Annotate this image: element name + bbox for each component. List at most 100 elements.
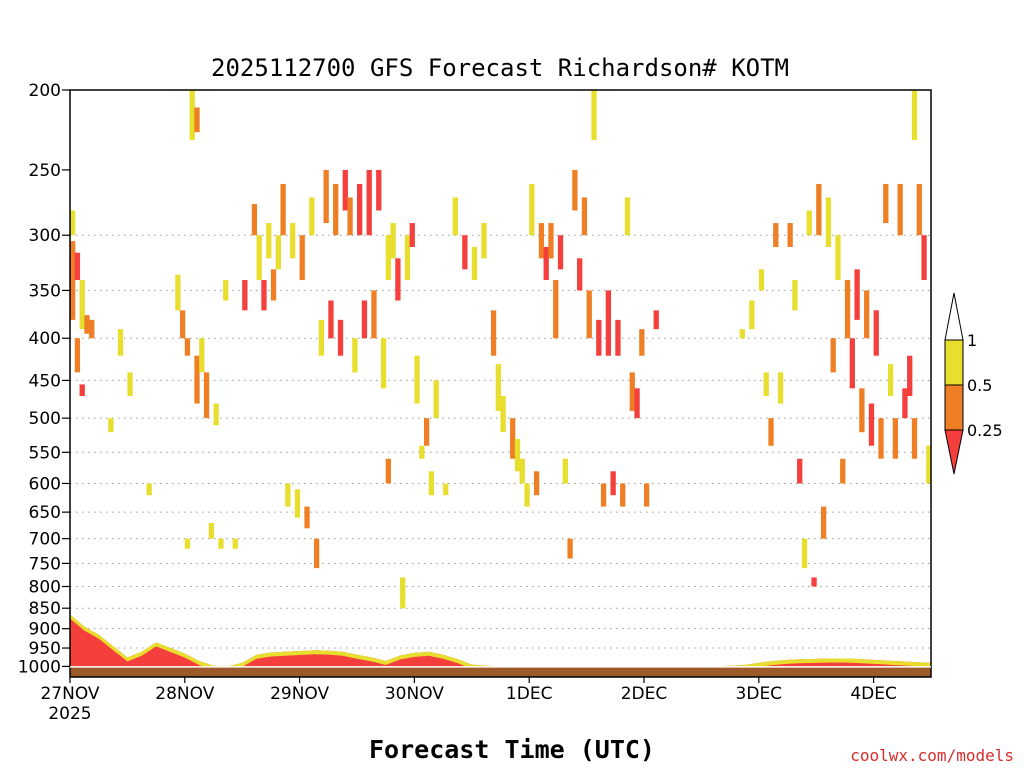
colorbar-legend: 1 0.5 0.25 [944, 292, 1003, 475]
ri-cell [433, 380, 439, 419]
ri-cell [74, 338, 81, 373]
y-tick-label: 700 [29, 530, 61, 550]
ri-cell [600, 483, 607, 507]
ri-cell [572, 169, 578, 211]
ri-cell [74, 252, 81, 281]
ri-cell [342, 169, 348, 211]
ri-cell [180, 310, 186, 339]
ri-cell [89, 319, 95, 339]
ri-cell [768, 418, 774, 446]
ri-cell [591, 90, 597, 141]
y-tick-label: 450 [29, 371, 61, 391]
colorbar-segment [944, 384, 964, 431]
ri-cell [385, 235, 391, 281]
ri-cell [820, 506, 827, 539]
ri-cell [581, 197, 588, 236]
ri-cell [347, 197, 353, 236]
ri-cell [921, 235, 927, 281]
ri-cell [266, 223, 272, 259]
ri-cell [883, 183, 889, 224]
ri-cell [380, 338, 387, 389]
ri-cell [620, 483, 626, 507]
ri-cell [376, 169, 382, 211]
ri-cell [519, 458, 525, 484]
y-tick-label: 750 [29, 554, 61, 574]
colorbar-top-arrow [944, 292, 964, 341]
ri-cell [538, 223, 545, 259]
ri-cell [892, 418, 899, 459]
ri-cell [371, 290, 377, 339]
ri-cell [223, 280, 229, 301]
ri-cell [514, 439, 521, 472]
y-tick-label: 400 [29, 329, 61, 349]
ground-surface [70, 666, 931, 677]
ri-cell [902, 388, 908, 419]
ri-cell [629, 372, 635, 411]
ri-cell [337, 319, 344, 356]
ri-cell [184, 538, 191, 549]
ri-cell [859, 388, 865, 433]
ri-cell [840, 458, 846, 484]
y-tick-label: 500 [29, 409, 61, 429]
ri-cell [907, 355, 913, 397]
ri-cell [423, 418, 430, 446]
y-axis: 200 250 300 350 400 450 500 550 600 650 700 750 8008… [18, 81, 70, 677]
ri-cell [462, 235, 468, 270]
ri-cell [644, 483, 650, 507]
y-tick-label: 600 [29, 474, 61, 494]
x-tick-sublabel: 2025 [48, 704, 91, 724]
ri-cell [926, 445, 932, 484]
ri-cell [108, 418, 114, 433]
ri-cell [471, 246, 478, 281]
ri-cell [357, 183, 363, 236]
plot-area [69, 89, 932, 678]
y-tick-label: 550 [29, 443, 61, 463]
ri-cell [70, 241, 76, 320]
ri-cell [873, 310, 879, 356]
ri-cell [285, 483, 291, 507]
ri-cell [605, 290, 612, 356]
ri-cell [395, 258, 401, 301]
ri-cell [562, 458, 568, 484]
ri-cell [868, 403, 875, 446]
ri-cell [763, 372, 769, 397]
y-tick-label: 350 [29, 281, 61, 301]
ri-cell [610, 471, 616, 496]
ri-cell [127, 372, 133, 397]
ri-cell [596, 319, 602, 356]
ri-cell [79, 280, 85, 330]
ri-cell [318, 319, 325, 356]
ri-cell [543, 246, 549, 281]
ri-cell [864, 290, 870, 339]
ri-cell [452, 197, 458, 236]
ri-cell [792, 280, 798, 311]
ri-cell [194, 107, 200, 133]
ri-cell [830, 338, 836, 373]
ri-cell [256, 235, 262, 281]
ri-cell [911, 418, 918, 459]
x-tick-label: 27NOV [40, 684, 99, 704]
ri-cell [400, 577, 406, 609]
ri-cell [299, 235, 305, 281]
ri-cell [414, 355, 420, 404]
ri-cell [79, 384, 85, 397]
ri-cell [533, 471, 540, 496]
ri-cell [624, 197, 631, 236]
ri-cell [773, 223, 779, 247]
ri-cell [849, 338, 855, 389]
ri-cell [275, 235, 281, 270]
ri-cell [916, 183, 922, 236]
ri-cell [419, 445, 425, 459]
ri-cell [328, 300, 334, 339]
colorbar-segment [944, 339, 964, 386]
ri-cell [878, 418, 884, 459]
ri-cell [208, 522, 214, 539]
ri-cell [557, 235, 564, 270]
y-tick-label: 650 [29, 503, 61, 523]
colorbar-label: 0.5 [967, 376, 992, 395]
ri-cell [806, 210, 812, 236]
ri-cell [634, 388, 640, 419]
ri-cell [304, 506, 310, 529]
x-tick-label: 30NOV [385, 684, 444, 704]
